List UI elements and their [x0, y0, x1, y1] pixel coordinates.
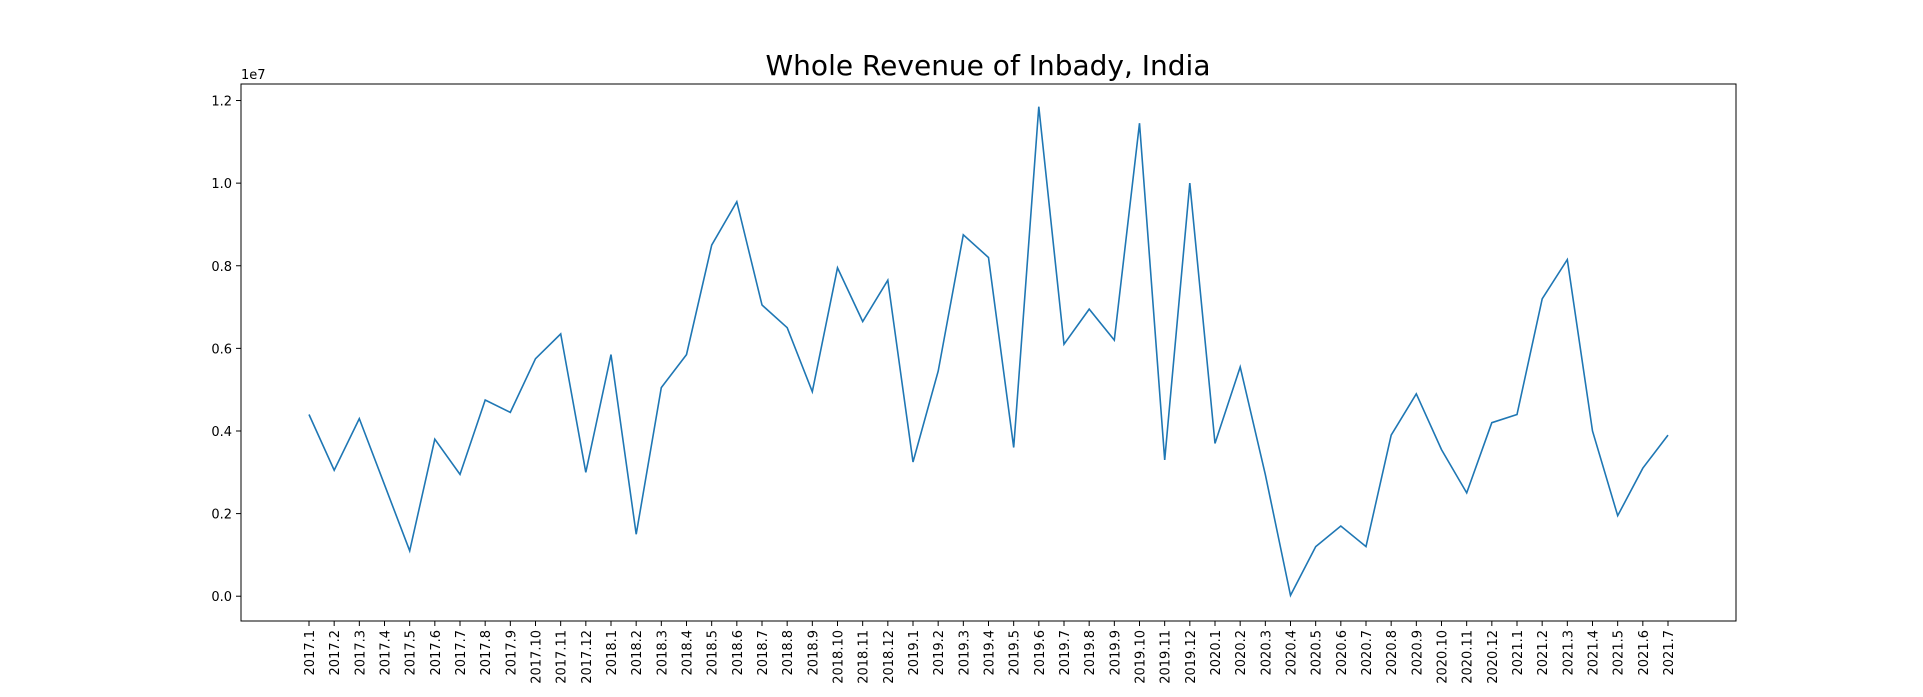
y-offset-label: 1e7	[241, 68, 266, 83]
y-tick-label: 0.4	[211, 425, 232, 440]
x-tick-label: 2017.8	[479, 630, 494, 676]
x-tick-label: 2020.8	[1385, 630, 1400, 676]
x-tick-label: 2019.1	[907, 630, 922, 676]
y-tick-label: 0.8	[211, 260, 232, 275]
x-tick-label: 2019.8	[1083, 630, 1098, 676]
x-tick-label: 2020.10	[1436, 630, 1451, 684]
x-tick-label: 2017.6	[429, 630, 444, 676]
x-tick-label: 2020.6	[1335, 630, 1350, 676]
x-tick-label: 2018.2	[630, 630, 645, 676]
x-tick-label: 2017.7	[454, 630, 469, 676]
x-tick-label: 2020.5	[1310, 630, 1325, 676]
x-tick-label: 2021.5	[1612, 630, 1627, 676]
x-tick-label: 2020.9	[1410, 630, 1425, 676]
x-tick-label: 2019.7	[1058, 630, 1073, 676]
x-tick-label: 2018.10	[832, 630, 847, 684]
y-axis: 0.0 0.2 0.4 0.6 0.8 1.0 1.2	[211, 95, 241, 605]
x-tick-label: 2020.12	[1486, 630, 1501, 684]
x-tick-label: 2018.5	[706, 630, 721, 676]
chart-title: Whole Revenue of Inbady, India	[766, 49, 1211, 82]
x-tick-label: 2021.6	[1637, 630, 1652, 676]
x-tick-label: 2018.9	[806, 630, 821, 676]
x-tick-label: 2019.2	[932, 630, 947, 676]
x-tick-label: 2017.2	[328, 630, 343, 676]
x-tick-label: 2017.1	[303, 630, 318, 676]
x-tick-label: 2018.6	[731, 630, 746, 676]
y-tick-label: 0.6	[211, 342, 232, 357]
x-tick-label: 2017.3	[353, 630, 368, 676]
x-tick-label: 2020.2	[1234, 630, 1249, 676]
x-tick-label: 2018.3	[655, 630, 670, 676]
x-tick-label: 2019.9	[1108, 630, 1123, 676]
x-tick-label: 2020.11	[1461, 630, 1476, 684]
x-tick-label: 2020.1	[1209, 630, 1224, 676]
x-tick-label: 2021.2	[1536, 630, 1551, 676]
x-tick-label: 2020.3	[1259, 630, 1274, 676]
x-tick-label: 2018.11	[857, 630, 872, 684]
x-tick-label: 2021.3	[1561, 630, 1576, 676]
x-tick-label: 2019.3	[957, 630, 972, 676]
y-tick-label: 0.0	[211, 590, 232, 605]
x-tick-label: 2017.10	[530, 630, 545, 684]
x-tick-label: 2018.12	[882, 630, 897, 684]
x-tick-label: 2021.1	[1511, 630, 1526, 676]
x-tick-label: 2019.10	[1134, 630, 1149, 684]
x-tick-label: 2019.5	[1008, 630, 1023, 676]
x-tick-label: 2021.7	[1662, 630, 1677, 676]
series-line	[308, 106, 1669, 598]
y-tick-label: 0.2	[211, 508, 232, 523]
x-tick-label: 2017.5	[404, 630, 419, 676]
x-tick-label: 2018.8	[781, 630, 796, 676]
x-tick-label: 2021.4	[1587, 630, 1602, 676]
x-tick-label: 2019.12	[1184, 630, 1199, 684]
x-tick-label: 2017.9	[504, 630, 519, 676]
x-tick-label: 2017.12	[580, 630, 595, 684]
y-tick-label: 1.0	[211, 177, 232, 192]
x-axis: 2017.1 2017.2 2017.3 2017.4 2017.5 2017.6 2017…	[303, 621, 1677, 684]
x-tick-label: 2019.4	[983, 630, 998, 676]
x-tick-label: 2019.11	[1159, 630, 1174, 684]
x-tick-label: 2019.6	[1033, 630, 1048, 676]
plot-area-frame	[240, 83, 1737, 622]
x-tick-label: 2020.4	[1285, 630, 1300, 676]
y-tick-label: 1.2	[211, 95, 232, 110]
x-tick-label: 2018.1	[605, 630, 620, 676]
x-tick-label: 2017.11	[555, 630, 570, 684]
x-tick-label: 2018.4	[681, 630, 696, 676]
x-tick-label: 2020.7	[1360, 630, 1375, 676]
x-tick-label: 2017.4	[379, 630, 394, 676]
x-tick-label: 2018.7	[756, 630, 771, 676]
